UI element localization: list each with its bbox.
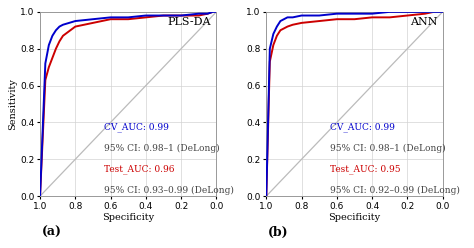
Text: 95% CI: 0.93–0.99 (DeLong): 95% CI: 0.93–0.99 (DeLong) [103,186,233,195]
Text: 95% CI: 0.92–0.99 (DeLong): 95% CI: 0.92–0.99 (DeLong) [330,186,460,195]
X-axis label: Specificity: Specificity [102,214,154,222]
Text: Test_AUC: 0.96: Test_AUC: 0.96 [103,165,174,175]
Text: (a): (a) [42,226,62,239]
Text: 95% CI: 0.98–1 (DeLong): 95% CI: 0.98–1 (DeLong) [330,144,446,153]
Text: ANN: ANN [410,17,438,27]
Text: CV_AUC: 0.99: CV_AUC: 0.99 [330,123,395,132]
Text: CV_AUC: 0.99: CV_AUC: 0.99 [103,123,168,132]
Text: 95% CI: 0.98–1 (DeLong): 95% CI: 0.98–1 (DeLong) [103,144,219,153]
Y-axis label: Sensitivity: Sensitivity [9,78,18,130]
Text: Test_AUC: 0.95: Test_AUC: 0.95 [330,165,401,175]
Text: (b): (b) [268,226,289,239]
X-axis label: Specificity: Specificity [328,214,381,222]
Text: PLS-DA: PLS-DA [168,17,211,27]
